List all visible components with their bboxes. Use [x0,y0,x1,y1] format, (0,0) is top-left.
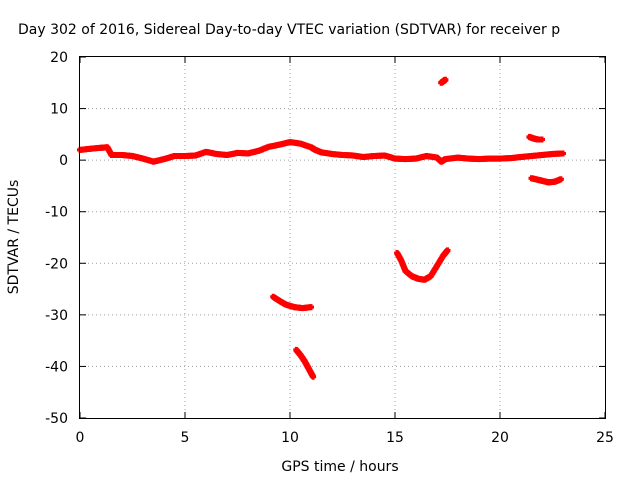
y-axis-label: SDTVAR / TECUs [6,180,22,295]
data-point [444,247,451,254]
data-point [308,304,314,311]
x-axis-label: GPS time / hours [281,459,398,475]
y-tick-label: -30 [45,308,68,324]
x-tick-label: 15 [386,430,404,446]
grid-layer [80,57,605,418]
y-tick-label: 20 [50,50,68,66]
chart-title: Day 302 of 2016, Sidereal Day-to-day VTE… [18,22,560,38]
plot-frame [79,56,606,419]
data-point [442,76,449,83]
x-tick-label: 25 [596,430,614,446]
y-tick-label: -40 [45,359,68,375]
x-tick-label: 20 [491,430,509,446]
y-tick-label: 0 [59,153,68,169]
data-point [557,176,564,183]
y-tick-label: -20 [45,256,68,272]
data-point [539,136,545,143]
x-tick-label: 0 [76,430,85,446]
data-points-layer [77,76,566,380]
x-tick-label: 5 [181,430,190,446]
y-tick-label: -10 [45,205,68,221]
y-tick-label: 10 [50,102,68,118]
data-point [310,373,317,380]
data-point [560,150,566,157]
y-tick-label: -50 [45,411,68,427]
tick-layer: 0 5 10 15 20 25 20 10 0 -10 -20 -30 -40 -50 [45,50,614,446]
x-tick-label: 10 [281,430,299,446]
